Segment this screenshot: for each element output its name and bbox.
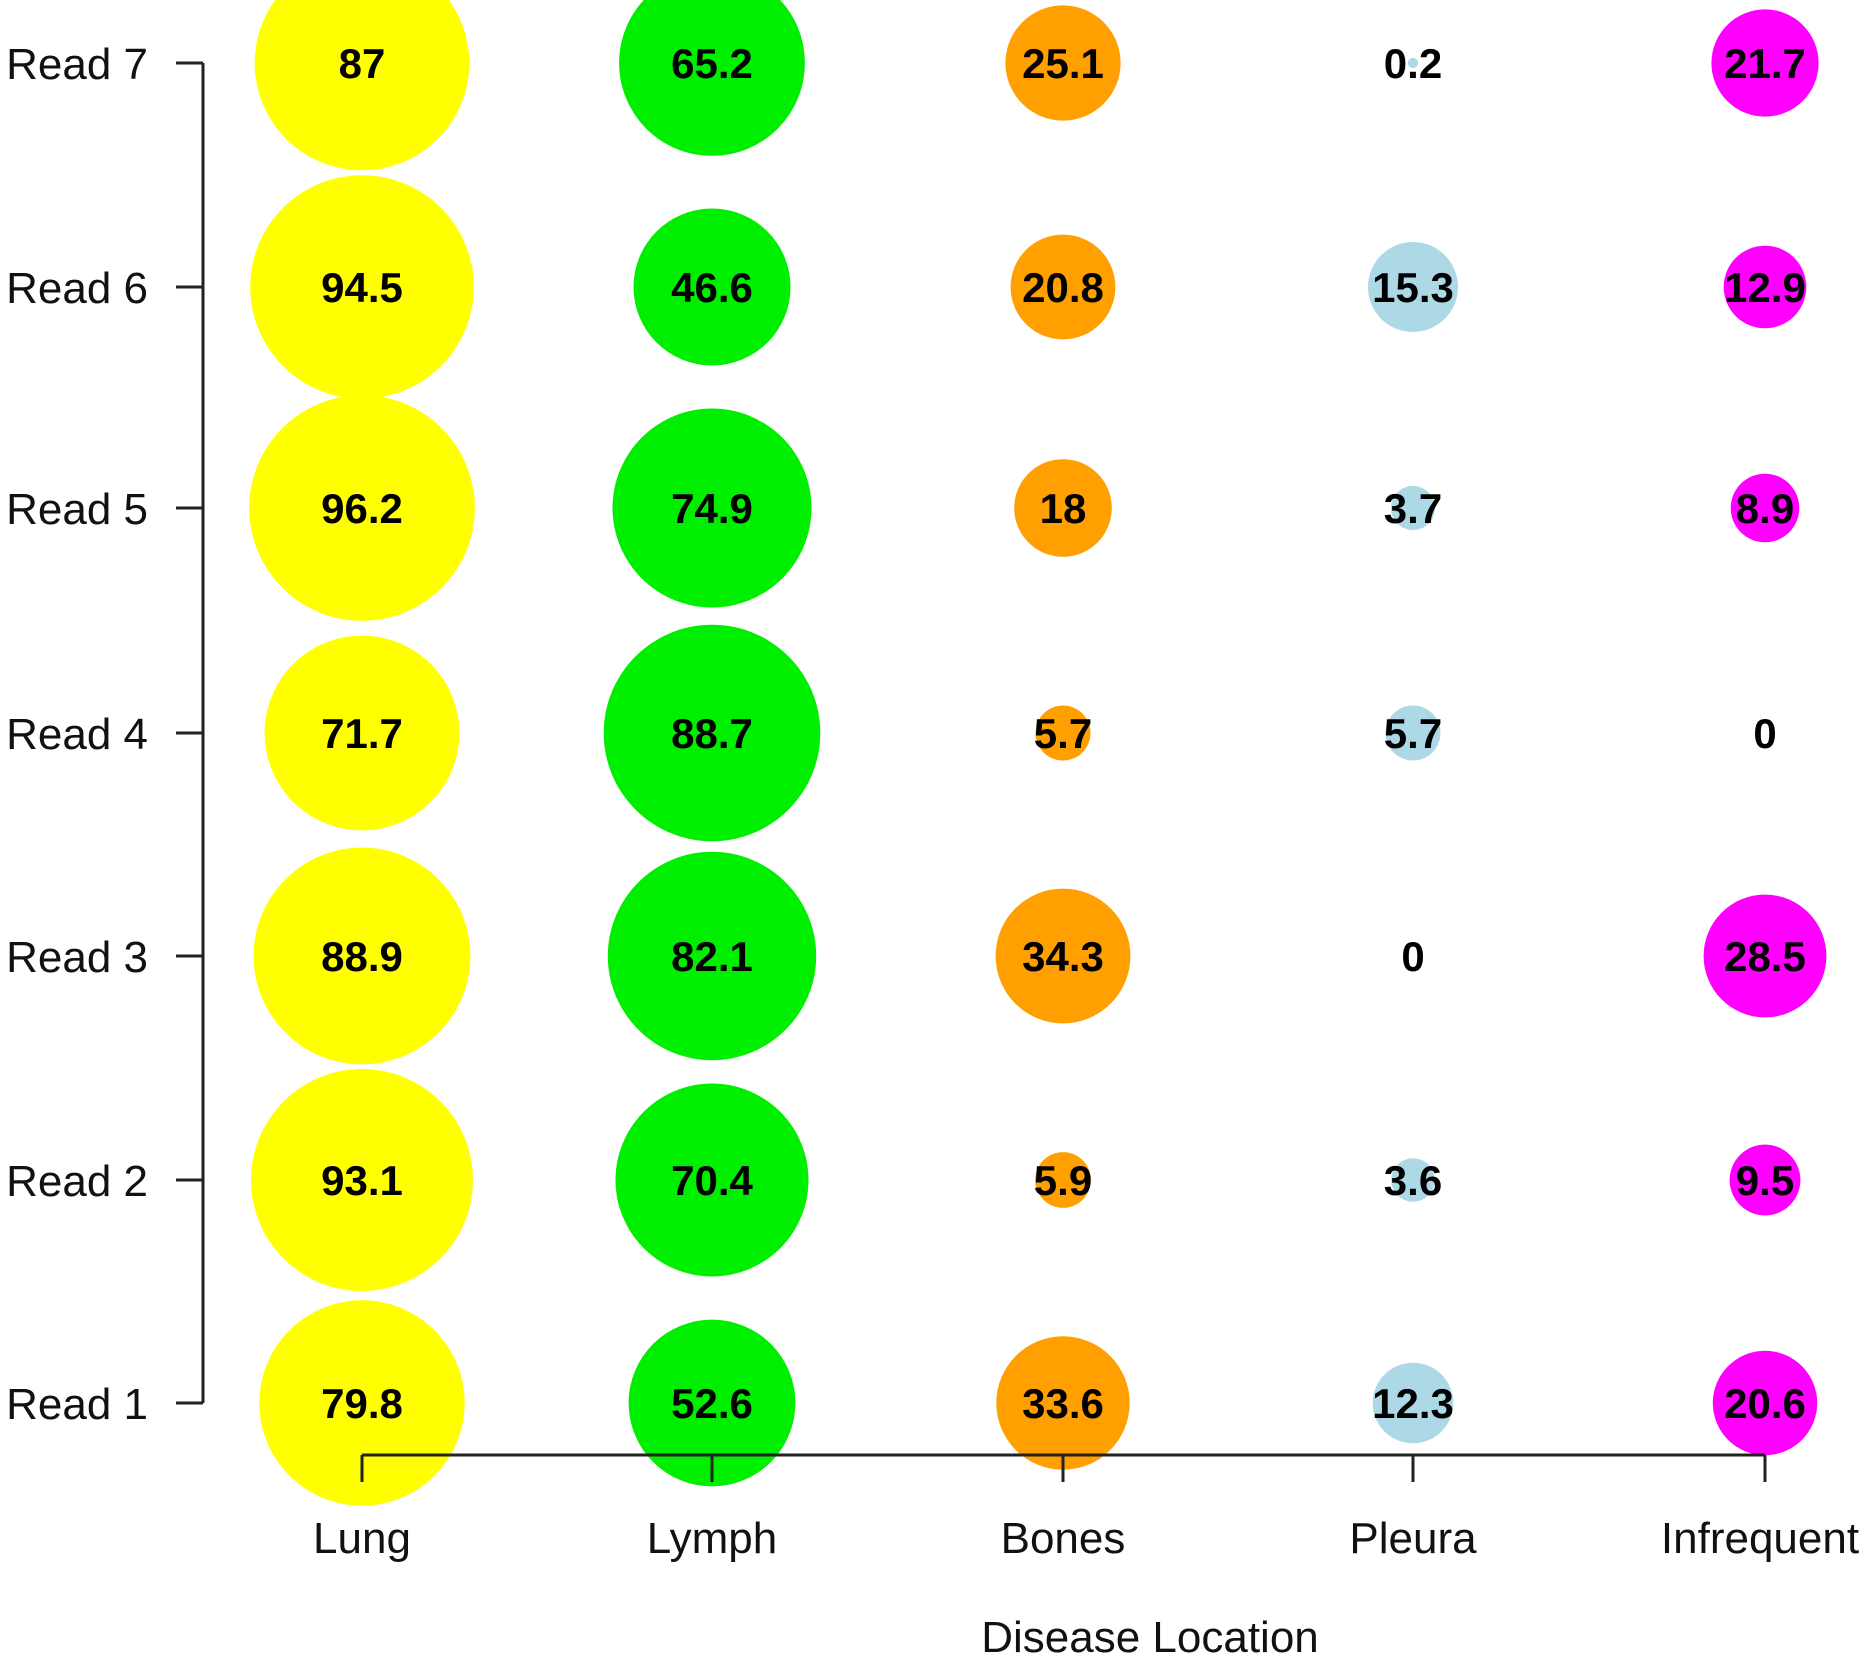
bubble-lung-read-5: [249, 395, 475, 621]
bubble-bones-read-5: [1014, 459, 1112, 557]
value-label: 0: [1753, 710, 1776, 757]
value-label: 5.7: [1384, 710, 1442, 757]
x-axis-title: Disease Location: [981, 1613, 1319, 1662]
value-label: 33.6: [1022, 1380, 1104, 1427]
bubble-bones-read-7: [1005, 5, 1121, 121]
bubble-pleura-read-4: [1385, 705, 1441, 761]
value-label: 71.7: [321, 710, 403, 757]
bubble-bones-read-2: [1035, 1152, 1091, 1208]
bubble-lung-read-4: [264, 635, 460, 831]
value-label: 12.9: [1724, 264, 1806, 311]
bubble-lymph-read-4: [603, 624, 821, 842]
value-label: 12.3: [1372, 1380, 1454, 1427]
y-tick-label: Read 1: [6, 1380, 148, 1429]
y-tick-label: Read 2: [6, 1157, 148, 1206]
value-label: 20.6: [1724, 1380, 1806, 1427]
x-axis: Lung Lymph Bones Pleura Infrequent: [313, 1453, 1859, 1563]
bubble-infrequent-read-5: [1730, 473, 1800, 543]
bubble-bones-read-3: [995, 888, 1131, 1024]
bubble-bones-read-4: [1035, 705, 1091, 761]
bubble-lymph-read-5: [612, 408, 812, 608]
bubble-lung-read-6: [250, 175, 474, 399]
value-label: 70.4: [671, 1157, 753, 1204]
value-label-layer: 79.8 52.6 33.6 12.3 20.6 93.1 70.4 5.9 3.6 9.5 88.…: [321, 40, 1806, 1427]
bubble-lymph-read-1: [628, 1319, 796, 1487]
value-label: 88.9: [321, 933, 403, 980]
value-label: 28.5: [1724, 933, 1806, 980]
value-label: 9.5: [1736, 1157, 1794, 1204]
value-label: 5.9: [1034, 1157, 1092, 1204]
bubble-pleura-read-6: [1368, 242, 1458, 332]
value-label: 0.2: [1384, 40, 1442, 87]
bubble-lymph-read-3: [607, 851, 817, 1061]
value-label: 65.2: [671, 40, 753, 87]
x-tick-label: Infrequent: [1661, 1514, 1859, 1563]
bubble-bones-read-1: [996, 1336, 1130, 1470]
value-label: 3.7: [1384, 485, 1442, 532]
value-label: 94.5: [321, 264, 403, 311]
value-label: 34.3: [1022, 933, 1104, 980]
bubble-pleura-read-1: [1372, 1362, 1454, 1444]
value-label: 79.8: [321, 1380, 403, 1427]
value-label: 20.8: [1022, 264, 1104, 311]
bubble-infrequent-read-1: [1712, 1350, 1818, 1456]
value-label: 3.6: [1384, 1157, 1442, 1204]
bubble-lung-read-3: [253, 847, 471, 1065]
bubble-infrequent-read-7: [1711, 9, 1819, 117]
bubble-infrequent-read-3: [1703, 894, 1827, 1018]
bubble-lung-read-2: [251, 1069, 473, 1291]
bubble-layer: [249, 0, 1827, 1506]
bubble-pleura-read-5: [1390, 485, 1436, 531]
y-tick-label: Read 6: [6, 264, 148, 313]
bubble-pleura-read-7: [1407, 57, 1419, 69]
x-tick-label: Lymph: [647, 1514, 777, 1563]
bubble-lymph-read-7: [619, 0, 805, 156]
value-label: 8.9: [1736, 485, 1794, 532]
bubble-lymph-read-6: [633, 208, 791, 366]
bubble-pleura-read-2: [1391, 1158, 1435, 1202]
value-label: 82.1: [671, 933, 753, 980]
bubble-infrequent-read-2: [1729, 1144, 1801, 1216]
value-label: 21.7: [1724, 40, 1806, 87]
value-label: 93.1: [321, 1157, 403, 1204]
y-axis: Read 1 Read 2 Read 3 Read 4 Read 5 Read 6 Read…: [6, 40, 205, 1429]
x-tick-label: Lung: [313, 1514, 411, 1563]
value-label: 52.6: [671, 1380, 753, 1427]
x-tick-label: Bones: [1001, 1514, 1126, 1563]
value-label: 25.1: [1022, 40, 1104, 87]
value-label: 74.9: [671, 485, 753, 532]
bubble-bones-read-6: [1010, 234, 1116, 340]
y-tick-label: Read 3: [6, 933, 148, 982]
bubble-infrequent-read-6: [1723, 245, 1807, 329]
value-label: 15.3: [1372, 264, 1454, 311]
value-label: 5.7: [1034, 710, 1092, 757]
value-label: 88.7: [671, 710, 753, 757]
x-tick-label: Pleura: [1349, 1514, 1477, 1563]
bubble-lung-read-7: [254, 0, 470, 171]
value-label: 18: [1040, 485, 1087, 532]
value-label: 46.6: [671, 264, 753, 311]
y-tick-label: Read 7: [6, 40, 148, 89]
value-label: 96.2: [321, 485, 403, 532]
bubble-lymph-read-2: [615, 1083, 809, 1277]
value-label: 0: [1401, 933, 1424, 980]
y-tick-label: Read 4: [6, 710, 148, 759]
y-tick-label: Read 5: [6, 485, 148, 534]
value-label: 87: [339, 40, 386, 87]
